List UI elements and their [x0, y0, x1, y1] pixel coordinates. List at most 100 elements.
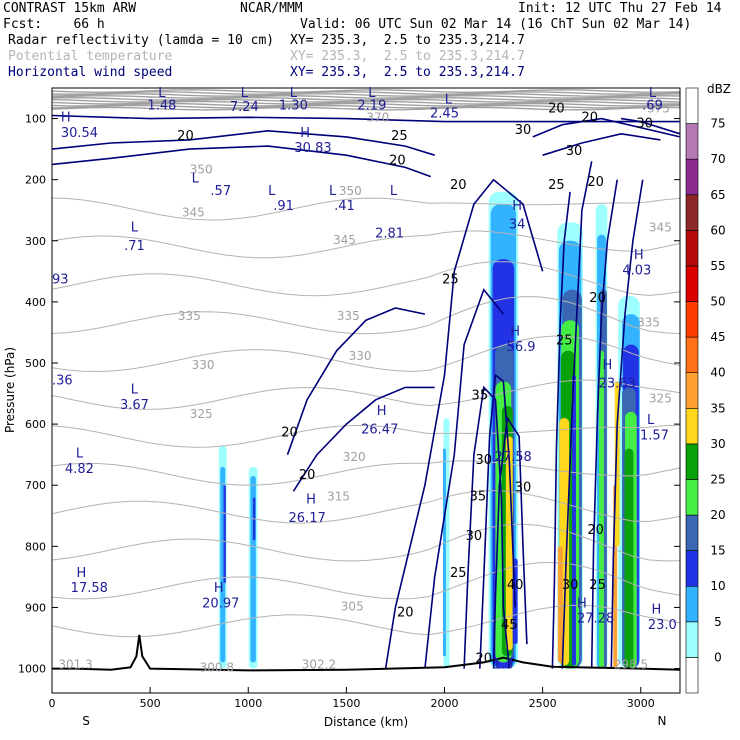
theta-contour-345 [51, 296, 681, 335]
colorbar-segment-8 [685, 372, 699, 409]
wind-contour-label-21: 20 [397, 606, 414, 621]
colorbar-label-40: 40 [710, 366, 725, 380]
colorbar-label-25: 25 [710, 472, 725, 486]
field-name-wind: Horizontal wind speed [8, 65, 173, 80]
x-end-label-north: N [658, 714, 667, 728]
theta-contour-upper-7 [51, 102, 681, 107]
wind-extremum-label-6: L [368, 86, 376, 101]
theta-label-9: 335 [637, 315, 660, 329]
wind-extremum-label-37: 17.58 [71, 581, 108, 596]
wind-contour-label-4: 20 [548, 101, 565, 116]
theta-label-15: 315 [327, 490, 350, 504]
wind-contour-label-14: 20 [281, 425, 298, 440]
wind-extremum-label-26: 93 [52, 273, 69, 288]
terrain-line [52, 634, 681, 672]
wind-contour-14 [532, 117, 681, 138]
theta-label-19: 302.2 [302, 658, 336, 672]
wind-contour-label-24: 45 [501, 618, 518, 633]
header-valid: Valid: 06 UTC Sun 02 Mar 14 (16 ChT Sun … [300, 17, 692, 32]
wind-extremum-label-29: 3.67 [120, 398, 149, 413]
x-tick-label-3000: 3000 [627, 697, 655, 710]
theta-label-10: 330 [192, 358, 215, 372]
colorbar-label-60: 60 [710, 223, 725, 237]
wind-extremum-label-45: 23.63 [599, 376, 636, 391]
theta-label-16: 305 [341, 600, 364, 614]
theta-label-12: 325 [190, 407, 213, 421]
theta-label-4: 345 [182, 205, 205, 219]
wind-contour-label-7: 25 [548, 178, 565, 193]
y-tick-label-300: 300 [25, 235, 46, 248]
wind-extremum-label-14: H [300, 126, 310, 141]
wind-contour-12 [590, 179, 618, 669]
y-tick-label-200: 200 [25, 174, 46, 187]
wind-extremum-label-24: L [131, 221, 139, 236]
colorbar-label-20: 20 [710, 508, 725, 522]
reflectivity-cell-22 [557, 546, 563, 663]
x-tick-label-0: 0 [49, 697, 56, 710]
header-center: NCAR/MMM [240, 1, 303, 16]
wind-contour-8 [286, 307, 426, 455]
wind-contour-label-9: 20 [581, 111, 598, 126]
wind-contour-16 [620, 117, 681, 135]
reflectivity-cell-23 [572, 375, 576, 666]
wind-extremum-label-30: L [76, 447, 84, 462]
theta-label-18: 300.8 [200, 661, 234, 675]
wind-extremum-label-13: 30.54 [61, 126, 98, 141]
wind-contour-2 [51, 114, 680, 123]
wind-contour-6 [479, 373, 516, 669]
colorbar-label-65: 65 [710, 188, 725, 202]
theta-contour-355 [51, 230, 681, 259]
colorbar-segment-3 [685, 550, 699, 587]
wind-contour-label-0: 20 [177, 129, 194, 144]
theta-contour-upper-4 [51, 96, 681, 101]
wind-contour-3 [384, 178, 544, 669]
wind-contour-label-6: 30 [566, 144, 583, 159]
reflectivity-cell-2 [223, 485, 226, 583]
wind-extremum-label-43: 56.9 [507, 340, 536, 355]
reflectivity-cell-7 [443, 448, 446, 657]
wind-extremum-label-39: 20.97 [202, 596, 239, 611]
wind-extremum-label-25: .71 [124, 239, 145, 254]
header-fcst: Fcst: 66 h [3, 17, 105, 32]
colorbar-label-30: 30 [710, 437, 725, 451]
colorbar-label-50: 50 [710, 295, 725, 309]
x-tick-label-1000: 1000 [234, 697, 262, 710]
wind-contour-label-8: 20 [587, 175, 604, 190]
theta-contour-335 [51, 379, 681, 410]
x-end-label-south: S [82, 714, 90, 728]
theta-label-3: 350 [339, 184, 362, 198]
colorbar-segment-15 [685, 123, 699, 160]
wind-contour-0 [51, 129, 435, 156]
wind-extremum-label-54: 27.58 [495, 450, 532, 465]
colorbar-label-0: 0 [714, 650, 722, 664]
colorbar-unit: dBZ [707, 82, 731, 96]
theta-contour-upper-8 [51, 104, 681, 109]
theta-label-0: 370 [366, 111, 389, 125]
wind-extremum-label-8: L [445, 92, 453, 107]
theta-contour-upper-9 [51, 106, 681, 111]
wind-extremum-label-27: .36 [52, 373, 73, 388]
colorbar-label-55: 55 [710, 259, 725, 273]
colorbar-label-15: 15 [710, 544, 725, 558]
field-name-reflectivity: Radar reflectivity (lamda = 10 cm) [8, 33, 275, 48]
field-xy-theta: XY= 235.3, 2.5 to 235.3,214.7 [290, 49, 525, 64]
colorbar-label-70: 70 [710, 152, 725, 166]
wind-extremum-label-28: L [131, 383, 139, 398]
colorbar-label-75: 75 [710, 117, 725, 131]
header-model: CONTRAST 15km ARW [3, 1, 137, 16]
y-tick-label-500: 500 [25, 357, 46, 370]
colorbar-segment-13 [685, 194, 699, 231]
wind-extremum-label-51: 27.28 [577, 612, 614, 627]
colorbar-segment-7 [685, 407, 699, 445]
colorbar-segment-5 [685, 479, 699, 516]
wind-contour-label-22: 30 [515, 480, 532, 495]
wind-contour-label-10: 20 [450, 178, 467, 193]
wind-extremum-label-44: H [602, 358, 612, 373]
theta-contour-upper-0 [51, 89, 681, 94]
theta-label-1: 375 [647, 101, 670, 115]
colorbar-segment-2 [685, 585, 699, 623]
colorbar-segment-10 [685, 301, 699, 338]
theta-label-20: 298.5 [614, 658, 648, 672]
wind-extremum-label-47: 4.03 [622, 263, 651, 278]
theta-label-8: 335 [337, 309, 360, 323]
